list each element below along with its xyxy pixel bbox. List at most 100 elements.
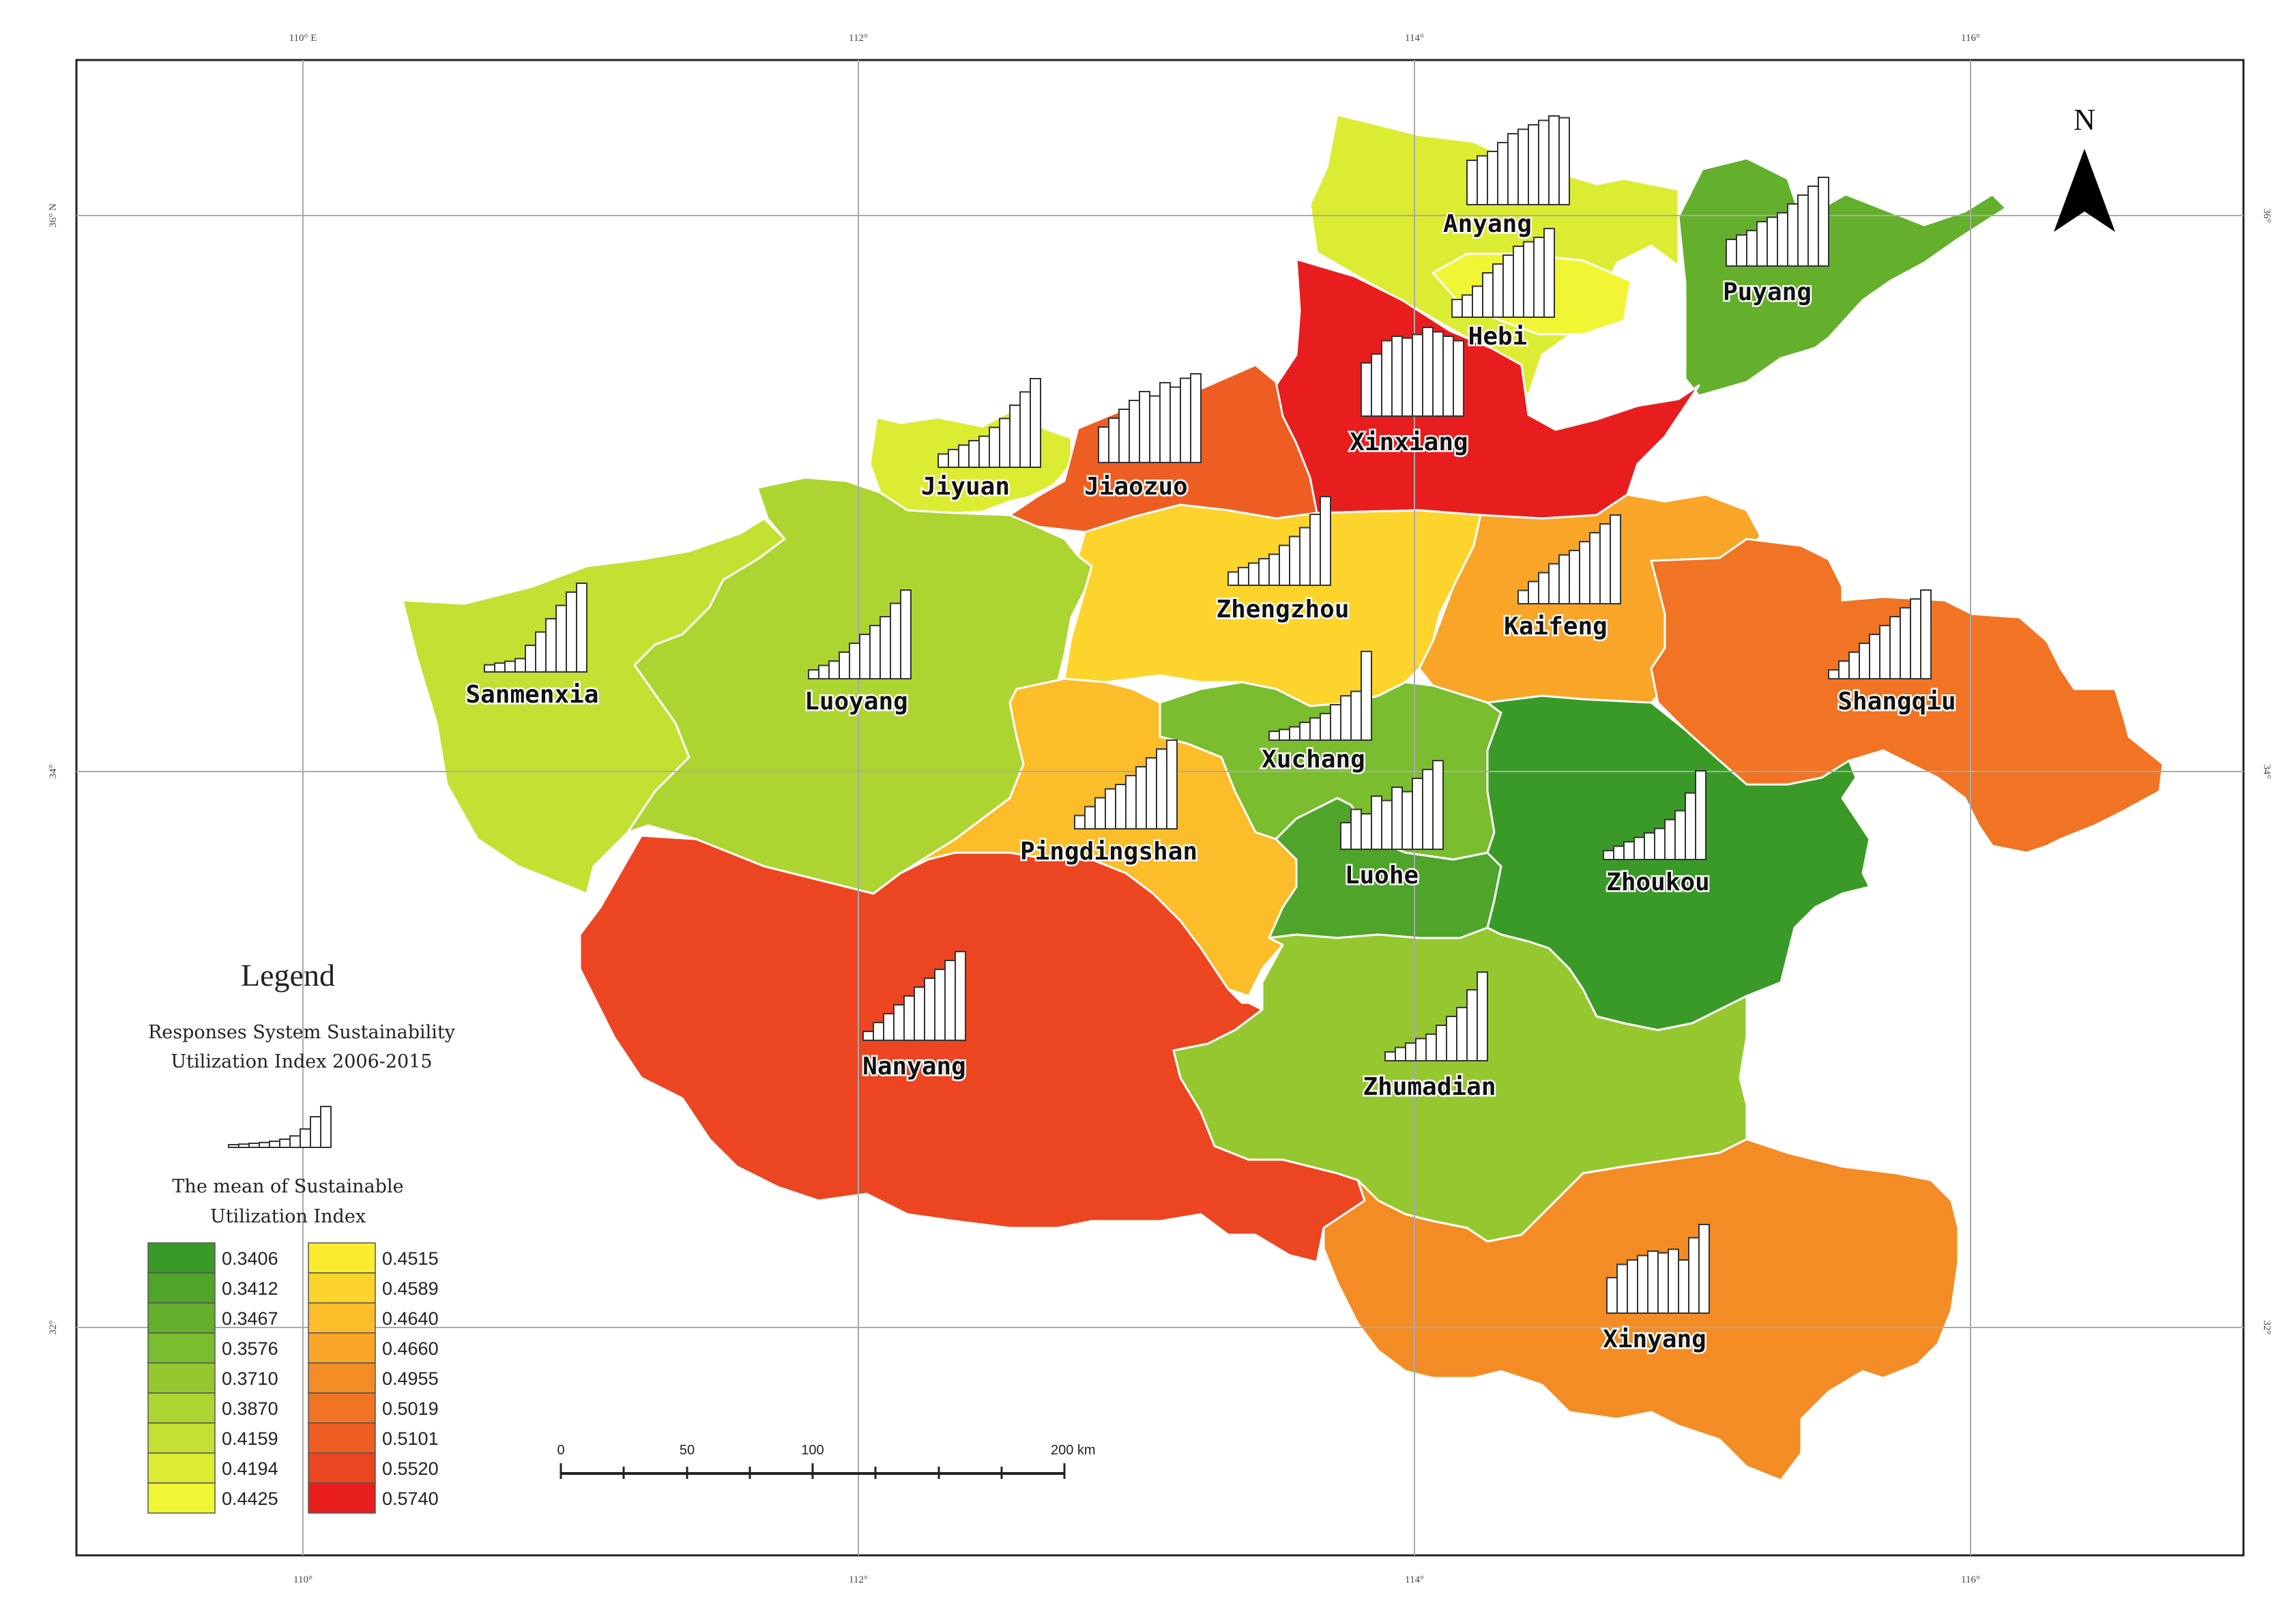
legend-sample-bar (248, 1143, 260, 1148)
mini-chart-bar (1589, 532, 1601, 604)
mini-chart-bar (1736, 234, 1747, 267)
mini-chart-bar (883, 1013, 895, 1041)
mini-chart-bar (1412, 334, 1423, 417)
legend-swatch (308, 1362, 376, 1394)
label-xinyang: Xinyang (1603, 1325, 1706, 1353)
top-axis-label: 112° (849, 33, 868, 44)
mini-chart-bar (968, 440, 980, 468)
legend-sample-bar (238, 1143, 250, 1148)
legend-swatch (308, 1302, 376, 1334)
mini-chart-bar (1129, 400, 1140, 463)
legend-value: 0.5101 (382, 1428, 439, 1449)
mini-chart-bar (1415, 1038, 1427, 1061)
top-axis-label: 114° (1405, 33, 1424, 44)
mini-chart-bar (1169, 386, 1181, 463)
north-arrow-icon (2054, 149, 2115, 232)
bottom-axis-label: 116° (1961, 1574, 1980, 1585)
label-hebi: Hebi (1468, 323, 1528, 351)
north-label: N (2074, 103, 2095, 136)
mini-chart-bar (1309, 717, 1321, 741)
mini-chart-bar (1125, 775, 1137, 830)
mini-chart-bar (1818, 177, 1829, 267)
legend-value: 0.4660 (382, 1338, 439, 1359)
legend-swatch (147, 1332, 216, 1364)
mini-chart-bar (1279, 729, 1290, 742)
mini-chart-bar (1289, 726, 1300, 741)
label-luohe: Luohe (1345, 862, 1419, 890)
left-axis-label: 34° (48, 765, 59, 779)
legend-sample-bar (289, 1135, 301, 1148)
mini-chart-bar (1807, 186, 1819, 267)
mini-chart-bar (1644, 832, 1655, 860)
axis-labels: 110° E 112° 114° 116° 110° 112° 114° 116… (48, 33, 2272, 1585)
mini-chart-bar (1279, 544, 1290, 586)
mini-chart-bar (839, 651, 850, 679)
label-luoyang: Luoyang (804, 688, 908, 716)
legend-value: 0.3406 (222, 1248, 278, 1269)
mini-chart-bar (1688, 1237, 1700, 1314)
label-zhengzhou: Zhengzhou (1216, 596, 1349, 623)
label-zhumadian: Zhumadian (1363, 1073, 1496, 1101)
mini-chart-bar (1838, 660, 1850, 679)
mini-chart-bar (1668, 1248, 1679, 1315)
label-puyang: Puyang (1723, 278, 1812, 306)
mini-chart-bar (1453, 340, 1464, 417)
mini-chart-bar (1442, 336, 1454, 417)
mini-chart-bar (1422, 769, 1434, 850)
mini-chart-bar (1412, 778, 1423, 850)
mini-chart-bar (1180, 377, 1191, 463)
label-shangqiu: Shangqiu (1837, 688, 1956, 716)
top-axis-label: 110° E (289, 33, 317, 44)
mini-chart-bar (1299, 722, 1311, 741)
city-labels: Anyang Hebi Puyang Xinxiang Jiyuan Jiaoz… (464, 209, 1958, 1355)
legend-swatch (147, 1482, 216, 1514)
mini-chart-bar (1528, 124, 1539, 205)
label-pingdingshan: Pingdingshan (1020, 838, 1197, 866)
right-axis-label: 34° (2261, 765, 2272, 779)
mini-chart-bar (989, 426, 1000, 468)
mini-chart-bar (1361, 651, 1372, 741)
label-anyang: Anyang (1443, 210, 1532, 238)
mini-charts (484, 115, 1932, 1315)
mini-chart-bar (1767, 216, 1778, 267)
legend-sample-bar (269, 1141, 280, 1148)
legend-value: 0.3710 (222, 1368, 278, 1389)
mini-chart-bar (1637, 1254, 1648, 1314)
right-axis-label: 36° (2261, 209, 2272, 223)
mini-chart-bar (1330, 704, 1341, 741)
mini-chart-bar (1108, 417, 1120, 463)
mini-chart-bar (828, 660, 840, 679)
label-kaifeng: Kaifeng (1504, 613, 1608, 641)
mini-chart-bar (1599, 523, 1611, 604)
left-axis-label: 36° N (48, 203, 59, 228)
mini-chart-bar (1384, 1051, 1396, 1061)
mini-chart-bar (545, 618, 557, 673)
legend-swatch (308, 1242, 376, 1274)
mini-chart-bar (999, 417, 1011, 468)
mini-chart-bar (1019, 391, 1031, 468)
scale-bar: 0 50 100 200 km (557, 1443, 1096, 1479)
mini-chart-bar (1695, 770, 1706, 860)
mini-chart-bar (1422, 327, 1434, 417)
mini-chart-bar (1405, 1042, 1416, 1061)
region-zhoukou[interactable] (1486, 694, 1871, 1031)
legend-value: 0.4194 (222, 1458, 278, 1479)
mini-chart-bar (1579, 541, 1590, 604)
mini-chart-bar (1726, 239, 1737, 267)
mini-chart-bar (924, 978, 935, 1041)
mini-chart-bar (525, 645, 536, 673)
mini-chart-bar (914, 986, 925, 1041)
legend-value: 0.3576 (222, 1338, 278, 1359)
mini-chart-bar (1746, 230, 1758, 267)
mini-chart-bar (1698, 1224, 1710, 1314)
mini-chart-bar (1497, 142, 1509, 205)
mini-chart-bar (1156, 748, 1167, 830)
label-xuchang: Xuchang (1262, 746, 1365, 774)
legend-subtitle: Utilization Index 2006-2015 (171, 1051, 432, 1072)
mini-chart-bar (1787, 203, 1799, 267)
mini-chart-bar (1538, 572, 1550, 604)
mini-chart-bar (1543, 228, 1555, 318)
mini-chart-bar (1350, 690, 1362, 741)
mini-chart-bar (1268, 553, 1280, 586)
mini-chart-bar (1350, 808, 1362, 850)
